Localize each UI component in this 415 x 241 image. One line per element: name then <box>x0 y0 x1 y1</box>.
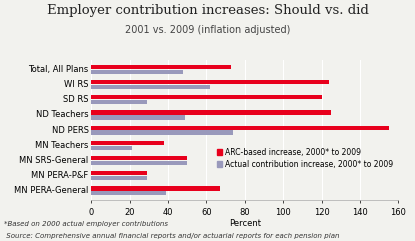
Bar <box>91 146 132 150</box>
Bar <box>91 80 330 84</box>
Bar <box>91 141 164 145</box>
X-axis label: Percent: Percent <box>229 220 261 228</box>
Bar <box>91 115 186 120</box>
Bar <box>91 161 187 165</box>
Bar <box>91 126 389 130</box>
Text: Source: Comprehensive annual financial reports and/or actuarial reports for each: Source: Comprehensive annual financial r… <box>4 233 339 239</box>
Bar <box>91 110 331 115</box>
Bar <box>91 186 220 191</box>
Bar <box>91 171 147 175</box>
Bar <box>91 95 322 100</box>
Text: *Based on 2000 actual employer contributions: *Based on 2000 actual employer contribut… <box>4 221 168 227</box>
Bar <box>91 65 232 69</box>
Bar <box>91 191 166 195</box>
Text: Employer contribution increases: Should vs. did: Employer contribution increases: Should … <box>46 4 369 17</box>
Bar <box>91 130 233 135</box>
Bar <box>91 100 147 104</box>
Bar <box>91 85 210 89</box>
Bar <box>91 70 183 74</box>
Bar <box>91 156 187 160</box>
Text: 2001 vs. 2009 (inflation adjusted): 2001 vs. 2009 (inflation adjusted) <box>125 25 290 35</box>
Legend: ARC-based increase, 2000* to 2009, Actual contribution increase, 2000* to 2009: ARC-based increase, 2000* to 2009, Actua… <box>215 146 395 170</box>
Bar <box>91 176 147 180</box>
